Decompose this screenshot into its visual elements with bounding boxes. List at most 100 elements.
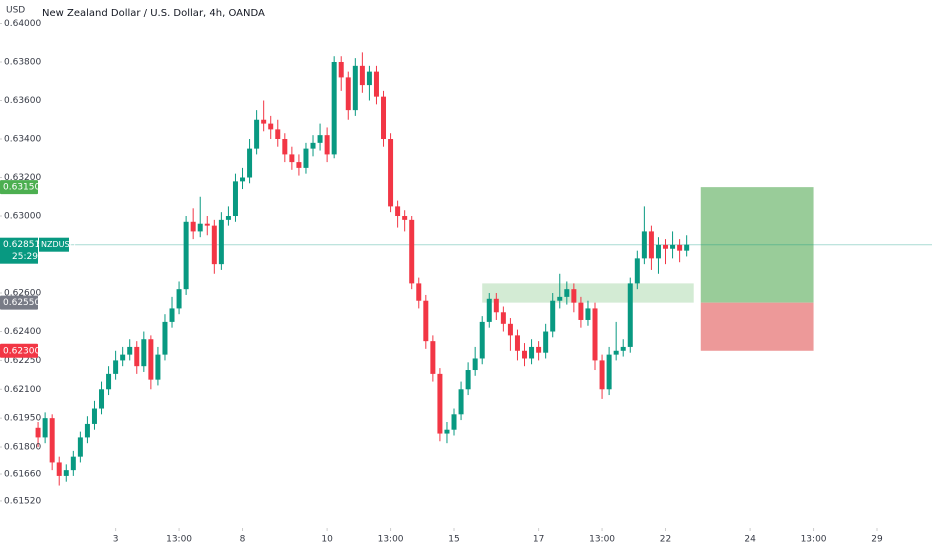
candle-body (472, 358, 478, 371)
candle-body (35, 427, 41, 438)
y-tick-label: 0.62100 (4, 385, 41, 395)
candle-body (571, 289, 577, 303)
candle-body (70, 456, 76, 471)
candle-body (648, 231, 654, 259)
y-tick-label: 0.61800 (4, 443, 41, 453)
y-tick-label: 0.63600 (4, 96, 41, 106)
support-zone (482, 283, 694, 303)
x-tick-label: 29 (871, 535, 883, 545)
candle-body (183, 221, 189, 290)
last-price-badge (0, 237, 38, 264)
y-tick-label: 0.63200 (4, 173, 41, 183)
candle-body (578, 302, 584, 320)
candle-body (641, 231, 647, 259)
candle-body (56, 462, 62, 476)
candle-body (232, 181, 238, 217)
candle-body (225, 216, 231, 220)
candle-body (451, 414, 457, 430)
candle-body (655, 244, 661, 259)
y-tick-label: 0.64000 (4, 19, 41, 29)
last-price-label: 0.62851 (3, 240, 40, 250)
candle-body (444, 429, 450, 434)
y-tick-label: 0.62250 (4, 356, 41, 366)
x-tick-label: 13:00 (801, 535, 827, 545)
candle-body (627, 283, 633, 347)
y-tick-label: 0.63000 (4, 212, 41, 222)
candle-body (536, 346, 542, 353)
candle-body (522, 350, 528, 359)
x-tick-label: 13:00 (378, 535, 404, 545)
y-tick-label: 0.61950 (4, 414, 41, 424)
candle-body (381, 96, 387, 140)
y-tick-label: 0.61660 (4, 469, 41, 479)
candle-body (373, 71, 379, 97)
candle-body (388, 139, 394, 207)
candle-body (141, 339, 147, 367)
candle-body (663, 244, 669, 249)
candle-body (190, 221, 196, 232)
candle-body (409, 219, 415, 284)
candle-body (275, 129, 281, 140)
candle-body (155, 354, 161, 380)
candle-body (500, 312, 506, 324)
candle-body (282, 139, 288, 155)
candle-body (127, 346, 133, 355)
candle-body (99, 389, 105, 409)
y-tick-label: 0.63800 (4, 57, 41, 67)
candle-body (106, 373, 112, 390)
x-tick-label: 15 (448, 535, 459, 545)
candle-body (261, 119, 267, 124)
candle-body (529, 346, 535, 359)
x-tick-label: 22 (660, 535, 671, 545)
symbol-badge (39, 237, 69, 252)
candle-body (148, 339, 154, 380)
candle-body (416, 283, 422, 301)
candle-body (613, 350, 619, 355)
candle-body (670, 244, 676, 249)
currency-label: USD (6, 6, 25, 16)
candle-body (296, 162, 302, 168)
y-tick-label: 0.62400 (4, 327, 41, 337)
candle-body (268, 123, 274, 130)
candle-body (486, 298, 492, 322)
candle-body (254, 119, 260, 149)
symbol-label: NZDUSD (41, 240, 76, 249)
candle-body (331, 61, 337, 155)
candle-body (84, 423, 90, 438)
candle-body (218, 219, 224, 265)
candle-body (317, 135, 323, 143)
entry-badge-label: 0.62550 (3, 298, 40, 308)
candle-body (634, 258, 640, 284)
candle-body (91, 408, 97, 424)
candle-body (479, 321, 485, 359)
candle-body (684, 244, 690, 251)
candle-body (430, 341, 436, 374)
chart-title: New Zealand Dollar / U.S. Dollar, 4h, OA… (42, 8, 265, 19)
profit-area (700, 187, 814, 303)
candle-body (557, 296, 563, 301)
candle-body (113, 360, 119, 374)
candle-body (550, 300, 556, 332)
candle-body (324, 135, 330, 155)
candle-body (592, 308, 598, 361)
candle-body (247, 148, 253, 178)
candle-body (162, 321, 168, 355)
entry-badge (0, 295, 38, 310)
candle-body (310, 142, 316, 149)
loss-area (700, 302, 814, 351)
countdown-label: 25:29 (12, 252, 38, 262)
target-badge (0, 180, 38, 195)
x-tick-label: 8 (240, 535, 246, 545)
candle-body (585, 308, 591, 320)
x-tick-label: 24 (744, 535, 756, 545)
x-tick-label: 13:00 (166, 535, 192, 545)
y-tick-label: 0.61520 (4, 496, 41, 506)
candle-body (240, 177, 246, 182)
x-tick-label: 3 (113, 535, 119, 545)
candle-body (77, 437, 83, 457)
y-tick-label: 0.62600 (4, 289, 41, 299)
candle-body (423, 300, 429, 342)
y-tick-label: 0.63400 (4, 135, 41, 145)
candle-body (211, 225, 217, 265)
